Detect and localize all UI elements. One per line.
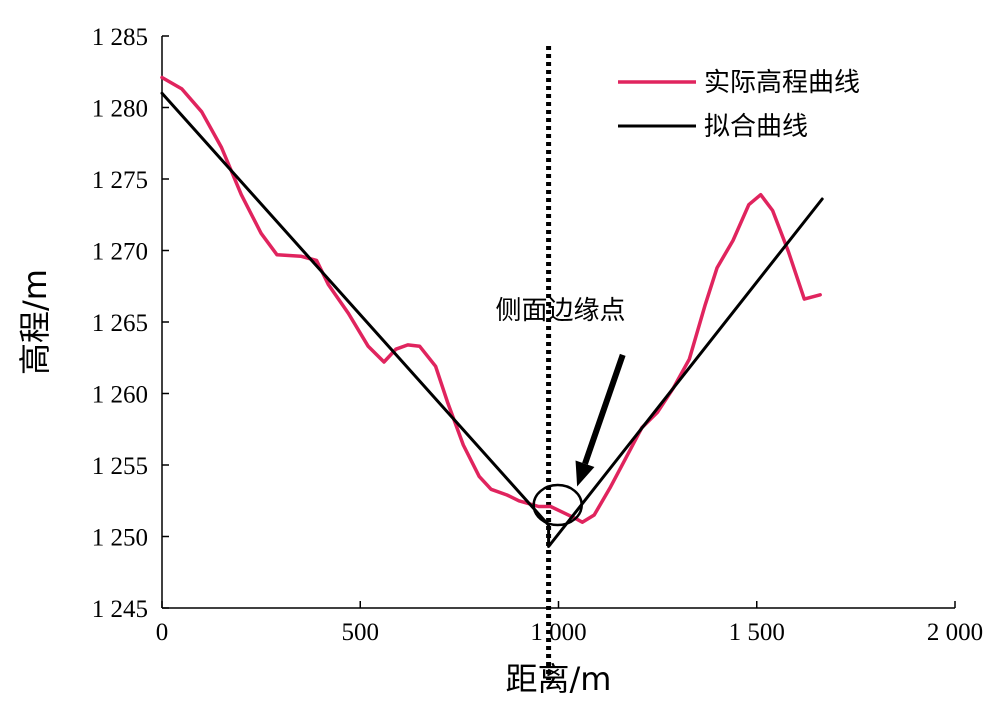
x-tick-label: 1 500: [729, 619, 785, 646]
series-line: [160, 75, 822, 524]
annotations: 侧面边缘点: [495, 296, 626, 527]
plot-area: [160, 46, 824, 680]
series-2: [160, 91, 824, 548]
y-tick-label: 1 265: [92, 310, 148, 337]
y-tick-label: 1 245: [92, 596, 148, 623]
edge-point-circle: [532, 483, 583, 527]
axes: 0 500 1 000 1 500 2 000 1 245 1 250 1 255 1 260 1…: [16, 24, 983, 698]
y-tick-label: 1 260: [92, 382, 148, 409]
x-tick-label: 500: [342, 619, 380, 646]
x-tick-label: 2 000: [927, 619, 983, 646]
y-tick-label: 1 280: [92, 96, 148, 123]
x-tick-label: 0: [156, 619, 169, 646]
y-tick-label: 1 285: [92, 24, 148, 51]
x-tick-label: 1 000: [530, 619, 586, 646]
series-line: [160, 91, 824, 548]
y-axis-title: 高程/m: [16, 269, 54, 375]
x-axis-title: 距离/m: [506, 660, 612, 698]
y-tick-label: 1 255: [92, 453, 148, 480]
series-1: [160, 75, 822, 524]
legend-label: 拟合曲线: [704, 112, 808, 142]
annotation-arrow-head: [575, 460, 595, 487]
annotation-arrow-shaft: [582, 353, 626, 465]
y-tick-label: 1 250: [92, 525, 148, 552]
y-tick-label: 1 275: [92, 167, 148, 194]
legend-label: 实际高程曲线: [704, 68, 860, 98]
annotation-label: 侧面边缘点: [495, 296, 625, 326]
y-tick-label: 1 270: [92, 239, 148, 266]
